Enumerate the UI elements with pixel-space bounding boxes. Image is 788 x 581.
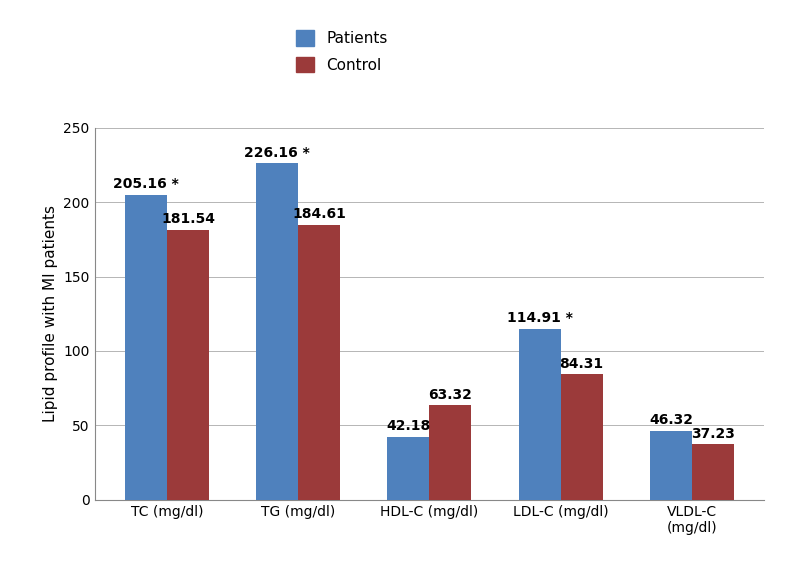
Y-axis label: Lipid profile with MI patients: Lipid profile with MI patients — [43, 205, 58, 422]
Text: 46.32: 46.32 — [649, 413, 693, 427]
Bar — [298, 225, 340, 500]
Bar — [519, 329, 561, 500]
Bar — [256, 163, 298, 500]
Text: 114.91 *: 114.91 * — [507, 311, 573, 325]
Text: 205.16 *: 205.16 * — [113, 177, 179, 191]
Bar — [561, 374, 603, 500]
Bar — [692, 444, 734, 500]
Text: 42.18: 42.18 — [386, 419, 430, 433]
Bar — [388, 437, 429, 500]
Text: 37.23: 37.23 — [691, 426, 735, 440]
Text: 184.61: 184.61 — [292, 207, 346, 221]
Bar — [125, 195, 167, 500]
Text: 181.54: 181.54 — [161, 212, 215, 226]
Text: 84.31: 84.31 — [559, 357, 604, 371]
Bar — [429, 406, 471, 500]
Text: 63.32: 63.32 — [429, 388, 472, 402]
Legend: Patients, Control: Patients, Control — [290, 24, 394, 79]
Bar — [167, 229, 209, 500]
Text: 226.16 *: 226.16 * — [244, 146, 310, 160]
Bar — [650, 431, 692, 500]
